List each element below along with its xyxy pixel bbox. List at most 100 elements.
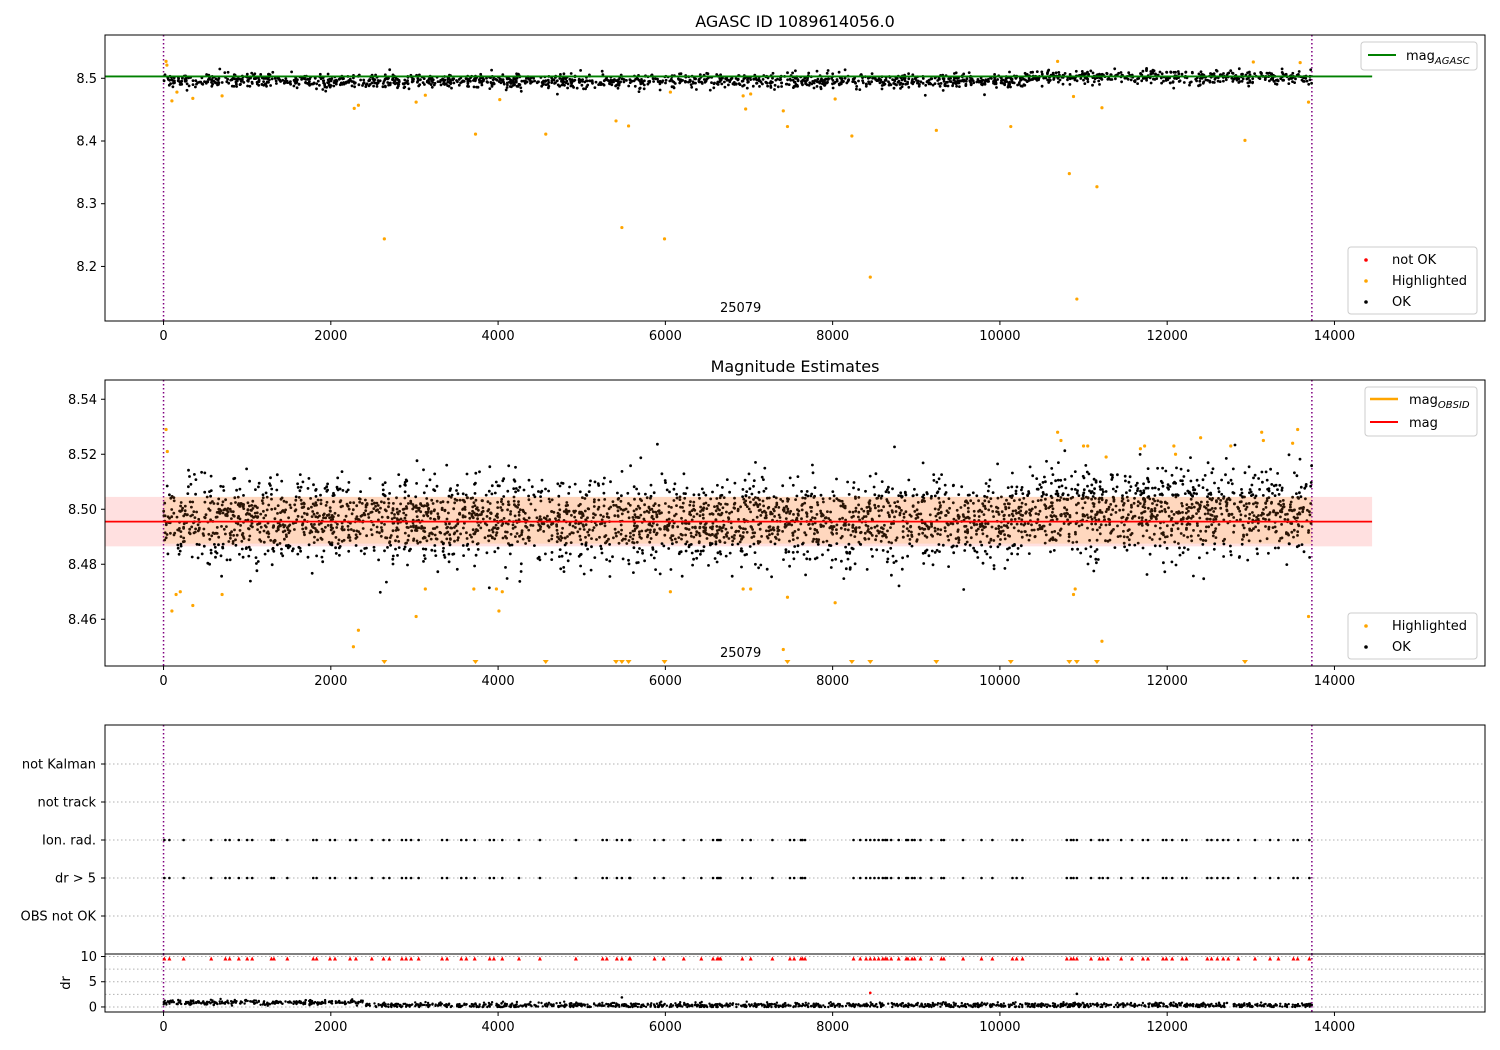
ok-point xyxy=(1088,539,1091,542)
ok-point xyxy=(654,533,658,536)
ok-point xyxy=(812,496,816,499)
ok-point xyxy=(852,486,855,490)
ok-point xyxy=(1229,553,1233,557)
ok-point xyxy=(462,79,466,83)
ok-point xyxy=(819,511,823,515)
ok-point xyxy=(874,472,878,476)
ok-point xyxy=(967,510,970,514)
ok-point xyxy=(210,534,214,538)
ok-point xyxy=(891,78,894,81)
ok-point xyxy=(1129,78,1133,82)
ok-point xyxy=(490,81,493,85)
ok-point xyxy=(514,487,518,490)
ok-point xyxy=(638,87,641,90)
ok-point xyxy=(688,543,691,547)
ok-point xyxy=(213,543,216,546)
ok-point xyxy=(316,79,320,83)
ok-point xyxy=(218,67,222,71)
ok-point xyxy=(1043,529,1047,533)
ok-point xyxy=(1040,70,1044,74)
ok-point xyxy=(466,84,469,88)
ok-point xyxy=(823,82,827,86)
ok-point xyxy=(714,509,718,513)
ok-point xyxy=(1003,82,1006,86)
ok-point xyxy=(190,505,193,509)
ok-point xyxy=(1129,485,1133,488)
ok-point xyxy=(799,522,803,526)
ok-point xyxy=(751,84,755,88)
ok-point xyxy=(240,539,244,543)
ok-point xyxy=(1095,538,1099,542)
ok-point xyxy=(315,87,318,91)
ok-point xyxy=(853,535,857,538)
ok-point xyxy=(312,81,316,85)
ok-point xyxy=(788,564,791,568)
ok-point xyxy=(328,85,332,89)
ok-point xyxy=(723,80,726,84)
ok-point xyxy=(575,86,579,90)
ok-point xyxy=(848,550,852,554)
ok-point xyxy=(307,543,311,547)
ok-point xyxy=(283,529,287,533)
ok-point xyxy=(515,76,519,80)
ok-point xyxy=(725,503,729,506)
ok-point xyxy=(310,515,314,518)
ok-point xyxy=(1198,516,1202,520)
ok-point xyxy=(684,533,687,537)
ok-point xyxy=(1100,72,1104,76)
ok-point xyxy=(1170,529,1174,533)
ok-point xyxy=(1143,506,1147,509)
ok-point xyxy=(1297,524,1301,528)
ok-point xyxy=(1010,485,1014,489)
ok-point xyxy=(414,495,418,499)
ok-point xyxy=(723,85,727,89)
ok-point xyxy=(627,84,631,88)
ok-point xyxy=(163,501,167,505)
ok-point xyxy=(780,81,783,85)
ok-point xyxy=(795,494,799,498)
ok-point xyxy=(1160,72,1164,76)
ok-point xyxy=(803,496,807,500)
ok-point xyxy=(975,532,978,536)
ok-point xyxy=(593,556,597,559)
ok-point xyxy=(552,510,556,514)
ok-point xyxy=(448,81,451,84)
ok-point xyxy=(1050,467,1054,470)
ok-point xyxy=(387,505,390,509)
ok-point xyxy=(1035,70,1039,73)
ok-point xyxy=(1182,475,1186,478)
ok-point xyxy=(257,83,261,87)
ok-point xyxy=(724,527,728,531)
ok-point xyxy=(257,481,261,485)
ok-point xyxy=(825,71,829,75)
ok-point xyxy=(710,542,714,545)
ok-point xyxy=(570,82,573,86)
ok-point xyxy=(1056,478,1060,482)
ok-point xyxy=(188,500,192,504)
ok-point xyxy=(467,548,470,551)
ok-point xyxy=(1015,485,1019,489)
ok-point xyxy=(970,77,974,81)
ok-point xyxy=(893,501,897,504)
ok-point xyxy=(1175,493,1179,497)
ok-point xyxy=(972,81,976,85)
ok-point xyxy=(690,518,694,522)
ok-point xyxy=(250,82,254,85)
highlighted-point xyxy=(170,99,174,103)
ok-point xyxy=(362,82,365,85)
ok-point xyxy=(1148,497,1152,501)
ok-point xyxy=(370,499,374,502)
ok-point xyxy=(566,86,569,90)
ok-point xyxy=(1224,457,1228,460)
ok-point xyxy=(602,515,605,518)
ok-point xyxy=(948,506,951,510)
ok-point xyxy=(491,78,495,81)
ok-point xyxy=(1280,67,1284,71)
ok-point xyxy=(766,536,770,540)
ok-point xyxy=(951,484,955,488)
ok-point xyxy=(327,80,331,84)
ok-point xyxy=(981,532,985,536)
ok-point xyxy=(334,546,337,550)
ok-point xyxy=(1213,515,1217,518)
ok-point xyxy=(1271,492,1274,495)
